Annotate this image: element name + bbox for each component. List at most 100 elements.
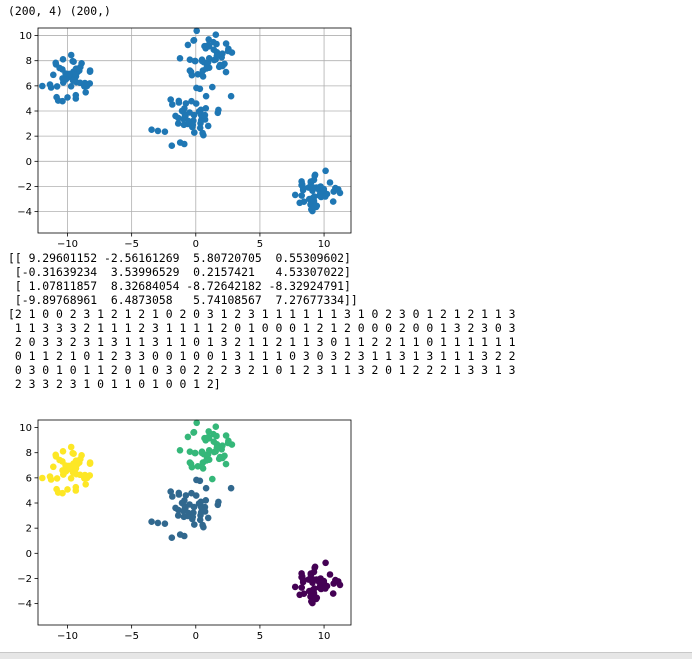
scatter-point [219,442,226,449]
scatter-point [189,513,197,521]
labels-line: 2 3 3 2 3 1 0 1 1 0 1 0 0 1 2] [8,377,221,391]
x-tick-label: 10 [318,631,331,642]
scatter-point [213,432,220,440]
scatter-point [299,576,307,583]
x-tick-label: 5 [257,631,263,642]
scatter-point [332,184,339,192]
scatter-point [193,419,200,427]
scatter-point [190,36,198,44]
scatter-point [329,590,337,597]
scatter-point [181,532,188,540]
scatter-point [54,97,62,104]
plot-frame [37,27,352,234]
scatter-point [298,584,306,591]
scatter-point [310,176,318,184]
matrix-line: [-9.89768961 6.4873058 5.74108567 7.2767… [8,293,358,307]
scatter-point [169,493,176,500]
scatter-point [175,491,183,498]
scatter-point [59,448,67,455]
scatter-plot-raw: −10 −5 0 5 10 −4 −2 0 2 4 6 8 10 [17,27,352,250]
scatter-point [326,179,334,186]
scatter-point [148,126,155,133]
scatter-point [50,463,57,471]
scatter-point [222,40,230,47]
scatter-point [227,484,235,492]
scatter-point [172,112,179,120]
scatter-point [309,184,317,191]
bottom-scrollbar[interactable] [0,652,692,659]
matrix-line: [-0.31639234 3.53996529 0.2157421 4.5330… [8,265,351,279]
scatter-point [186,501,193,508]
x-tick-label: −5 [124,631,139,642]
scatter-point [210,46,218,53]
scatter-point [52,451,59,459]
plot-frame [37,419,352,626]
scatter-point [336,189,344,197]
scatter-point [336,581,344,589]
scatter-point [198,449,206,457]
scatter-point [181,140,188,148]
scatter-point [46,81,54,88]
scatter-point [311,171,319,179]
x-tick-label: 0 [193,631,199,642]
scatter-point [214,109,222,117]
scatter-point [197,106,205,114]
scatter-point [216,453,224,461]
scatter-point [320,577,328,585]
scatter-point [67,475,75,482]
scatter-point [188,97,195,105]
scatter-point [189,121,197,129]
scatter-point [322,585,329,592]
y-tick-label: 2 [26,132,32,143]
scatter-point [65,70,73,78]
scatter-point [56,64,63,72]
y-tick-label: 0 [26,157,32,168]
scatter-point [161,128,169,135]
matrix-line: [[ 9.29601152 -2.56161269 5.80720705 0.5… [8,251,351,265]
scatter-point [205,447,213,454]
scatter-point [69,449,76,457]
y-tick-label: 0 [26,549,32,560]
scatter-point [169,101,176,108]
scatter-point [291,191,299,199]
scatter-point [65,462,73,470]
labels-line: 1 1 3 3 3 2 1 1 1 2 3 1 1 1 1 2 0 1 0 0 … [8,321,516,335]
scatter-point [182,492,190,499]
scatter-point [76,459,83,466]
scatter-plot-clustered: −10 −5 0 5 10 −4 −2 0 2 4 6 8 10 [17,419,352,642]
scatter-point [322,193,329,200]
scatter-point [212,31,220,38]
scatter-point [204,122,212,130]
y-tick-label: 2 [26,524,32,535]
scatter-point [322,559,329,567]
scatter-point [82,481,89,488]
scatter-point [186,448,194,455]
scatter-point [72,487,80,494]
scatter-point [299,184,307,191]
scatter-point [222,432,230,439]
scatter-point [180,513,188,521]
scatter-point [69,469,77,476]
scatter-point [227,92,235,100]
scatter-point [332,576,339,584]
scatter-point [188,489,195,497]
scatter-point [172,504,179,512]
scatter-point [154,519,162,527]
scatter-point [191,129,198,136]
scatter-point [46,473,54,480]
scatter-point [194,463,202,470]
scatter-point [86,67,94,74]
scatter-point [178,499,186,507]
scatter-point [175,99,183,106]
scatter-point [205,55,213,62]
scatter-point [180,115,187,123]
scatter-point [83,474,91,482]
scatter-point [201,503,209,511]
scatter-point [315,576,322,584]
scatter-point [204,514,212,522]
scatter-point [202,484,210,492]
scatter-point [209,83,216,91]
y-tick-label: 8 [26,448,32,459]
scatter-point [191,57,199,65]
scatter-point [69,57,76,65]
